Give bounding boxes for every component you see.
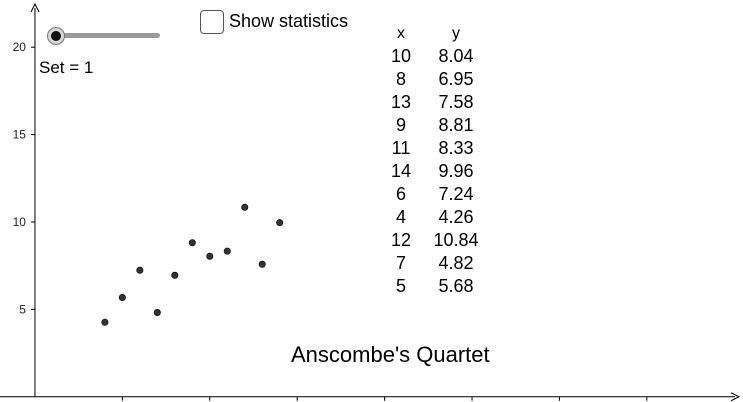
data-point bbox=[136, 266, 144, 274]
cell-x: 4 bbox=[395, 207, 406, 227]
data-point bbox=[276, 219, 284, 227]
cell-y: 5.68 bbox=[438, 276, 474, 296]
y-tick-label: 5 bbox=[19, 302, 26, 316]
data-point bbox=[101, 318, 109, 326]
x-tick-label: 20 bbox=[378, 401, 392, 402]
y-axis-arrow bbox=[30, 2, 40, 13]
origin-label: 0 bbox=[18, 401, 25, 402]
table-row: 6 7.24 bbox=[381, 183, 491, 206]
cell-x: 8 bbox=[395, 69, 406, 89]
y-tick-label: 10 bbox=[13, 215, 27, 229]
data-point bbox=[241, 203, 249, 211]
cell-y: 8.81 bbox=[438, 115, 474, 135]
cell-x: 5 bbox=[395, 276, 406, 296]
cell-x: 12 bbox=[390, 230, 412, 250]
y-tick-label: 20 bbox=[13, 40, 27, 54]
cell-y: 6.95 bbox=[438, 69, 474, 89]
data-point bbox=[118, 293, 126, 301]
cell-x: 6 bbox=[395, 184, 406, 204]
table-row: 9 8.81 bbox=[381, 114, 491, 137]
x-tick-label: 25 bbox=[465, 401, 479, 402]
column-header-y: y bbox=[452, 24, 460, 42]
set-label: Set = 1 bbox=[39, 58, 94, 77]
x-tick-label: 30 bbox=[553, 401, 567, 402]
table-row: 12 10.84 bbox=[381, 229, 491, 252]
cell-y: 8.04 bbox=[438, 46, 474, 66]
y-tick-label: 15 bbox=[13, 128, 27, 142]
cell-x: 10 bbox=[390, 46, 412, 66]
table-row: 11 8.33 bbox=[381, 137, 491, 160]
table-header: x y bbox=[381, 22, 491, 45]
data-point bbox=[258, 260, 266, 268]
slider-track[interactable] bbox=[54, 33, 160, 38]
x-tick-label: 5 bbox=[119, 401, 126, 402]
x-tick-label: 10 bbox=[203, 401, 217, 402]
chart-title: Anscombe's Quartet bbox=[291, 342, 490, 367]
cell-y: 7.24 bbox=[438, 184, 474, 204]
table-row: 5 5.68 bbox=[381, 275, 491, 298]
data-point bbox=[206, 252, 214, 260]
show-statistics-checkbox[interactable]: Show statistics bbox=[200, 10, 348, 34]
cell-y: 9.96 bbox=[438, 161, 474, 181]
x-axis-arrow bbox=[730, 392, 741, 402]
slider-knob[interactable] bbox=[48, 28, 64, 44]
x-tick-label: 15 bbox=[291, 401, 305, 402]
cell-y: 7.58 bbox=[438, 92, 474, 112]
data-table: x y 10 8.04 8 6.95 13 7.58 9 8.81 11 8.33 14 9.96 6 7… bbox=[381, 22, 491, 298]
data-point bbox=[171, 271, 179, 279]
cell-y: 4.82 bbox=[438, 253, 474, 273]
table-row: 4 4.26 bbox=[381, 206, 491, 229]
cell-x: 7 bbox=[395, 253, 406, 273]
column-header-x: x bbox=[397, 24, 405, 42]
table-row: 13 7.58 bbox=[381, 91, 491, 114]
x-tick-label: 35 bbox=[640, 401, 654, 402]
cell-x: 13 bbox=[390, 92, 412, 112]
cell-x: 11 bbox=[391, 138, 411, 158]
data-point bbox=[153, 309, 161, 317]
table-row: 8 6.95 bbox=[381, 68, 491, 91]
cell-x: 14 bbox=[390, 161, 412, 181]
set-slider[interactable] bbox=[46, 28, 160, 44]
cell-y: 10.84 bbox=[433, 230, 479, 250]
data-point bbox=[188, 239, 196, 247]
cell-y: 4.26 bbox=[438, 207, 474, 227]
table-row: 14 9.96 bbox=[381, 160, 491, 183]
cell-y: 8.33 bbox=[438, 138, 474, 158]
table-row: 7 4.82 bbox=[381, 252, 491, 275]
checkbox-box[interactable] bbox=[200, 10, 224, 34]
table-row: 10 8.04 bbox=[381, 45, 491, 68]
checkbox-label[interactable]: Show statistics bbox=[229, 10, 349, 31]
data-point bbox=[223, 247, 231, 255]
cell-x: 9 bbox=[395, 115, 406, 135]
